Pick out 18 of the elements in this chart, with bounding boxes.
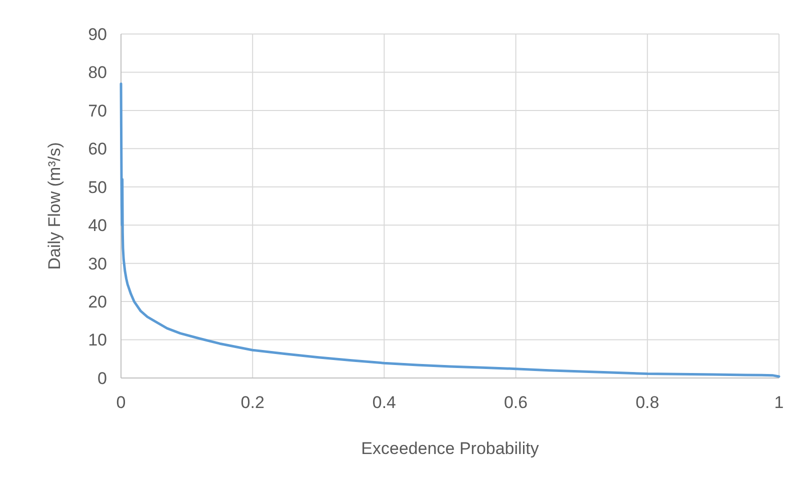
y-tick-label: 10 (88, 330, 107, 350)
y-tick-label: 90 (88, 24, 107, 44)
y-tick-label: 50 (88, 178, 107, 197)
x-axis-title: Exceedence Probability (361, 439, 540, 458)
x-tick-label: 1 (774, 393, 784, 412)
x-tick-label: 0.8 (636, 393, 660, 412)
x-tick-label: 0 (116, 393, 126, 412)
x-tick-label: 0.2 (240, 393, 264, 412)
y-tick-label: 60 (88, 140, 107, 159)
x-tick-label: 0.4 (372, 393, 396, 412)
y-axis-title: Daily Flow (m³/s) (45, 142, 64, 270)
y-tick-label: 80 (88, 63, 107, 82)
y-tick-label: 0 (98, 368, 107, 388)
y-tick-label: 40 (88, 216, 107, 236)
y-tick-label: 70 (88, 101, 107, 120)
y-tick-label: 20 (88, 292, 107, 312)
y-tick-label: 30 (88, 254, 107, 274)
x-tick-label: 0.6 (504, 393, 528, 412)
